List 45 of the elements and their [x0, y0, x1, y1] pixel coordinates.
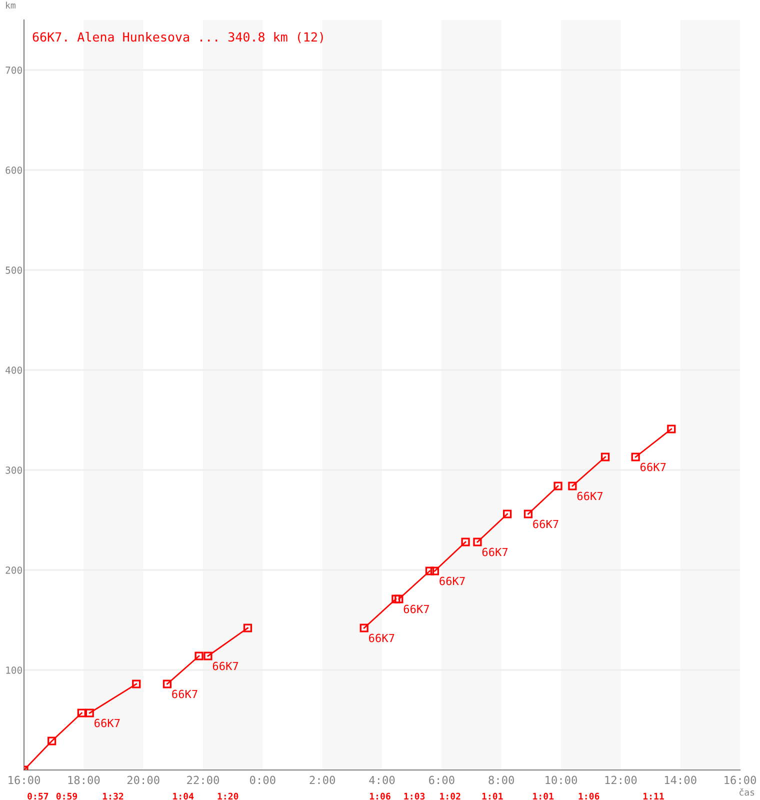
text: 0:57 — [28, 792, 48, 800]
annotation: 66K7 — [368, 634, 394, 642]
x-tick-label: 22:00 — [187, 776, 220, 784]
y-tick-label: 700 — [6, 66, 22, 74]
x-tick-label: 20:00 — [127, 776, 160, 784]
x-tick-label: 8:00 — [488, 776, 514, 784]
annotation: 66K7 — [577, 492, 603, 500]
text: 1:20 — [218, 792, 238, 800]
annotation: 66K7 — [172, 690, 198, 698]
x-tick-label: 16:00 — [724, 776, 756, 784]
text: 1:32 — [102, 792, 124, 800]
text: 1:11 — [643, 792, 664, 800]
y-axis-title: km — [6, 2, 16, 9]
text: 1:03 — [404, 792, 425, 800]
y-tick-label: 600 — [6, 166, 22, 174]
text: 1:04 — [173, 792, 194, 800]
text: 1:06 — [370, 792, 390, 800]
y-tick-label: 300 — [6, 466, 22, 474]
y-tick-label: 100 — [6, 666, 22, 674]
x-tick-label: 18:00 — [68, 776, 100, 784]
x-tick-label: 14:00 — [664, 776, 696, 784]
y-tick-label: 400 — [6, 366, 22, 374]
text: 0:59 — [56, 792, 78, 800]
annotation: 66K7 — [94, 718, 120, 728]
text: 1:01 — [533, 792, 554, 800]
annotation: 66K7 — [482, 548, 508, 556]
text: 1:02 — [440, 792, 460, 800]
x-tick-label: 16:00 — [8, 776, 40, 784]
text: 66K7. Alena Hunkesova ... 340.8 km (12) — [32, 32, 323, 44]
x-tick-label: 10:00 — [546, 776, 578, 784]
x-tick-label: 0:00 — [250, 776, 276, 784]
y-tick-label: 500 — [6, 266, 22, 274]
annotation: 66K7 — [533, 520, 558, 528]
x-tick-label: 2:00 — [310, 776, 335, 784]
x-tick-label: 6:00 — [429, 776, 454, 784]
x-tick-label: 4:00 — [369, 776, 395, 784]
text: 1:06 — [578, 792, 600, 800]
annotation: 66K7 — [640, 462, 666, 472]
x-axis-title: čas — [740, 788, 754, 796]
annotation: 66K7 — [440, 576, 465, 586]
annotation: 66K7 — [212, 662, 238, 670]
y-tick-label: 200 — [6, 566, 22, 574]
annotation: 66K7 — [404, 604, 429, 614]
text: 1:01 — [482, 792, 503, 800]
x-tick-label: 12:00 — [605, 776, 637, 784]
